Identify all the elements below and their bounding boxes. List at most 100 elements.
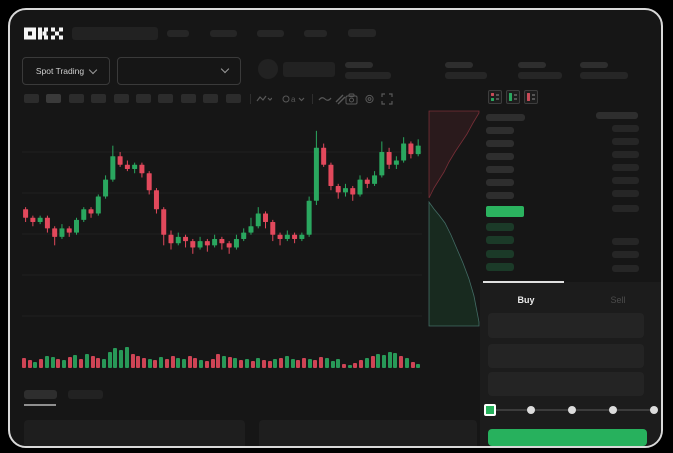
bid-price-placeholder[interactable]: [486, 250, 514, 258]
timeframe-button-placeholder[interactable]: [180, 94, 196, 103]
ask-price-placeholder[interactable]: [486, 179, 514, 186]
volume-bar: [382, 355, 386, 368]
ticker-stat-value-placeholder: [345, 72, 391, 79]
ask-amount-placeholder[interactable]: [612, 125, 639, 132]
volume-bar: [387, 352, 392, 368]
slider-stop[interactable]: [568, 406, 576, 414]
ticker-stat-label-placeholder: [518, 62, 546, 68]
bid-amount-placeholder[interactable]: [612, 265, 639, 272]
ticker-stat-label-placeholder: [445, 62, 473, 68]
pair-selector-dropdown[interactable]: [117, 57, 241, 85]
volume-bar: [399, 356, 404, 368]
candle-body: [386, 152, 392, 165]
volume-bar: [62, 360, 66, 368]
depth-bids-area: [428, 200, 480, 327]
volume-bar: [124, 347, 129, 368]
slider-handle-active[interactable]: [484, 404, 496, 416]
ask-amount-placeholder[interactable]: [612, 205, 639, 212]
logo-o: [24, 27, 36, 40]
tab-sell[interactable]: Sell: [610, 295, 626, 305]
candle-body: [321, 147, 327, 165]
bid-price-placeholder[interactable]: [486, 263, 514, 271]
timeframe-button-placeholder[interactable]: [91, 94, 107, 103]
nav-item-placeholder[interactable]: [167, 30, 189, 37]
volume-bar: [239, 360, 244, 368]
last-price-highlight[interactable]: [486, 206, 524, 217]
amount-input-placeholder[interactable]: [488, 344, 644, 368]
slider-stop[interactable]: [527, 406, 535, 414]
candle-body: [30, 217, 36, 222]
buy-submit-button[interactable]: [488, 429, 647, 446]
volume-bars: [22, 342, 422, 368]
book-bids-icon[interactable]: [506, 90, 520, 104]
ask-price-placeholder[interactable]: [486, 127, 514, 134]
volume-bar: [44, 356, 49, 368]
timeframe-button-placeholder[interactable]: [136, 94, 151, 103]
total-input-placeholder[interactable]: [488, 372, 644, 396]
settings-icon[interactable]: [363, 93, 376, 105]
volume-bar: [153, 360, 158, 368]
bottom-tab-placeholder[interactable]: [68, 390, 103, 399]
ask-amount-placeholder[interactable]: [612, 151, 639, 158]
ask-price-placeholder[interactable]: [486, 166, 514, 173]
nav-item-placeholder[interactable]: [348, 29, 376, 37]
timeframe-button-placeholder[interactable]: [225, 94, 241, 103]
market-type-selector[interactable]: Spot Trading: [22, 57, 110, 85]
timeframe-button-placeholder[interactable]: [68, 94, 84, 103]
timeframe-button-placeholder[interactable]: [158, 94, 174, 103]
candle-body: [183, 236, 189, 242]
bid-price-placeholder[interactable]: [486, 223, 514, 231]
price-input-placeholder[interactable]: [488, 313, 644, 338]
volume-bar: [307, 359, 312, 368]
logo-x: [51, 27, 63, 40]
fullscreen-icon[interactable]: [381, 93, 393, 105]
candle-body: [233, 238, 239, 248]
bid-amount-placeholder[interactable]: [612, 251, 639, 258]
volume-bar: [256, 358, 261, 368]
ask-amount-placeholder[interactable]: [612, 190, 639, 197]
ticker-stat-value-placeholder: [445, 72, 487, 79]
timeframe-button-placeholder[interactable]: [203, 94, 219, 103]
camera-icon[interactable]: [345, 93, 358, 105]
candle-body: [139, 164, 145, 174]
volume-bar: [56, 359, 61, 368]
candle-body: [95, 196, 101, 214]
bid-price-placeholder[interactable]: [486, 236, 514, 244]
volume-bar: [79, 359, 84, 368]
timeframe-button-placeholder[interactable]: [113, 94, 129, 103]
ask-amount-placeholder[interactable]: [612, 177, 639, 184]
nav-item-placeholder[interactable]: [257, 30, 284, 37]
ask-price-placeholder[interactable]: [486, 192, 514, 199]
nav-item-placeholder[interactable]: [210, 30, 237, 37]
timeframe-button-placeholder[interactable]: [24, 94, 39, 103]
ask-amount-placeholder[interactable]: [612, 138, 639, 145]
volume-bar: [90, 356, 95, 368]
candle-body: [226, 243, 232, 248]
candle-body: [44, 217, 50, 229]
timeframe-button-placeholder[interactable]: [46, 94, 62, 103]
tab-buy[interactable]: Buy: [517, 295, 535, 305]
volume-bar: [142, 358, 146, 368]
search-placeholder[interactable]: [72, 27, 158, 40]
volume-bar: [273, 359, 278, 368]
candle-body: [306, 200, 312, 235]
ask-amount-placeholder[interactable]: [612, 164, 639, 171]
ask-price-placeholder[interactable]: [486, 140, 514, 147]
hatch-icon[interactable]: [334, 93, 347, 105]
book-asks-icon[interactable]: [524, 90, 538, 104]
candle-body: [117, 156, 123, 165]
bid-amount-placeholder[interactable]: [612, 238, 639, 245]
indicator-line-icon[interactable]: [256, 94, 272, 104]
book-combined-icon[interactable]: [488, 90, 502, 104]
volume-bar: [227, 357, 232, 368]
ask-price-placeholder[interactable]: [486, 153, 514, 160]
candlestick-chart[interactable]: [22, 110, 422, 328]
candle-body: [132, 164, 138, 169]
volume-bar: [353, 363, 358, 368]
bottom-tab-active-placeholder[interactable]: [24, 390, 57, 399]
nav-item-placeholder[interactable]: [304, 30, 327, 37]
overlay-a-icon[interactable]: a: [282, 94, 306, 104]
slider-stop[interactable]: [609, 406, 617, 414]
wave-icon[interactable]: [318, 95, 332, 103]
slider-stop[interactable]: [650, 406, 658, 414]
